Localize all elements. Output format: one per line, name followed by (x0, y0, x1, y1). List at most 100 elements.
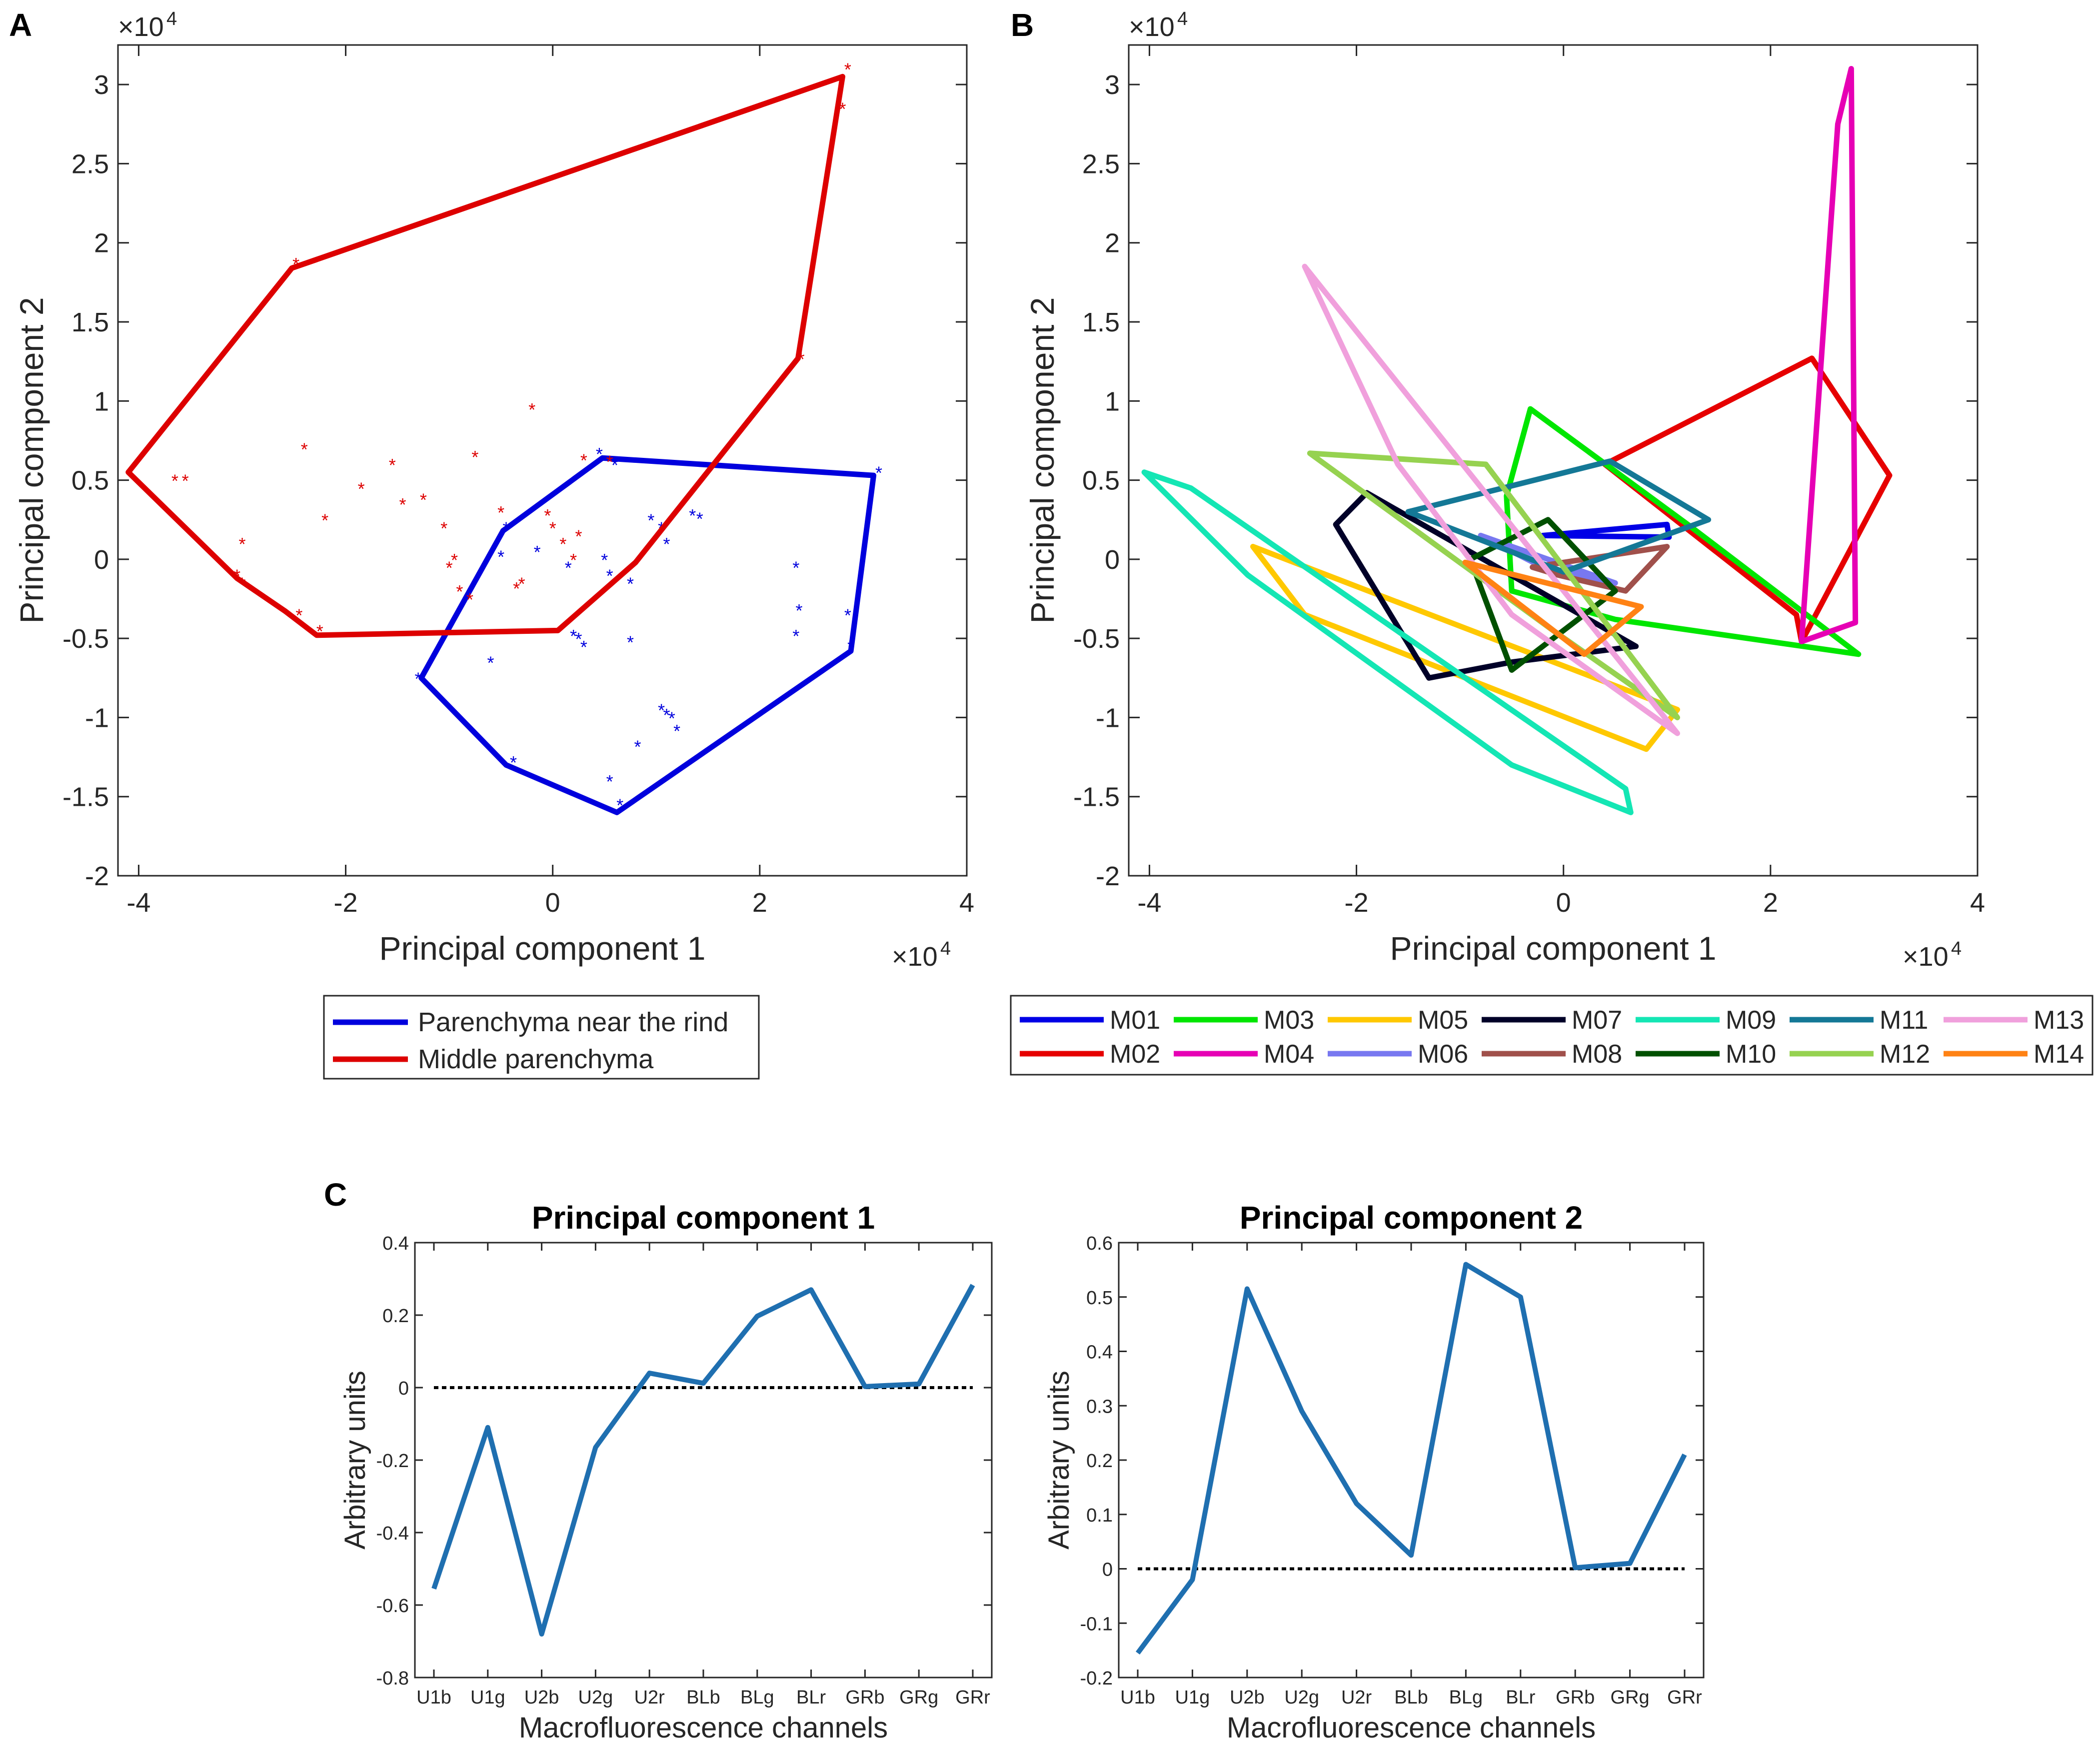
series-line-m05 (1250, 544, 1680, 752)
legend-panel-b: M01 M02 M03 M04 M05 M06 M07 M08 M09 M10 M11 M12 M13 M… (1010, 995, 2094, 1076)
y-tick-label-c1: 0 (398, 1378, 409, 1399)
x-tick-label-a: -4 (126, 888, 150, 918)
data-point-marker: * (647, 510, 654, 531)
chart-title-c1: Principal component 1 (532, 1200, 875, 1236)
legend-entry-m07: M07 (1572, 1006, 1622, 1035)
y-axis-label-c1: Arbitrary units (339, 1371, 371, 1550)
y-tick-label-a: -1.5 (62, 782, 109, 812)
series-line-m01 (1540, 521, 1672, 540)
x-tick-label-c1: BLb (686, 1687, 720, 1708)
data-point-marker: * (839, 99, 846, 119)
x-tick-label-b: 2 (1763, 888, 1778, 918)
x-tick-label-b: -4 (1137, 888, 1161, 918)
data-point-marker: * (440, 518, 447, 539)
data-point-marker: * (696, 509, 703, 529)
data-point-marker: * (689, 505, 696, 526)
data-point-marker: * (466, 589, 473, 610)
y-tick-label-c1: 0.2 (382, 1306, 409, 1327)
y-tick-label-b: 1.5 (1082, 307, 1120, 337)
legend-entry-m09: M09 (1726, 1006, 1776, 1035)
x-tick-label-c2: U1b (1120, 1687, 1155, 1708)
data-point-marker: * (668, 708, 675, 728)
data-point-marker: * (570, 626, 577, 646)
data-point-marker: * (792, 558, 799, 578)
y-tick-label-a: 2.5 (71, 149, 109, 179)
y-tick-label-b: 0 (1105, 545, 1120, 575)
x-tick-label-c2: BLr (1506, 1687, 1535, 1708)
data-point-marker: * (399, 494, 406, 515)
data-point-marker: * (316, 621, 323, 641)
data-point-marker: * (575, 526, 582, 546)
data-point-marker: * (559, 534, 566, 554)
y-tick-label-c2: 0.5 (1086, 1288, 1113, 1309)
series-line-m12 (1307, 450, 1680, 720)
y-tick-label-c2: 0 (1102, 1560, 1113, 1581)
data-point-marker: * (292, 254, 299, 274)
data-point-marker: * (792, 626, 799, 646)
x-tick-label-c2: GRb (1556, 1687, 1595, 1708)
y-tick-label-b: 3 (1105, 70, 1120, 100)
series-line-m09 (1141, 469, 1634, 815)
data-point-marker: * (238, 573, 245, 594)
y-tick-label-b: -0.5 (1073, 624, 1120, 654)
y-axis-label-a: Principal component 2 (13, 297, 50, 623)
data-point-marker: * (301, 439, 308, 459)
data-point-marker: * (844, 59, 851, 79)
data-point-marker: * (497, 502, 504, 523)
y-axis-label-b: Principal component 2 (1024, 297, 1061, 623)
y-scale-exponent-b: 4 (1177, 8, 1188, 29)
x-axis-label-c2: Macrofluorescence channels (1227, 1712, 1596, 1744)
y-tick-label-a: -2 (85, 861, 109, 891)
x-tick-label-c2: GRr (1667, 1687, 1702, 1708)
legend-entry: Middle parenchyma (418, 1044, 654, 1074)
data-point-marker: * (575, 629, 582, 649)
plot-area-a (117, 44, 968, 877)
legend-box-a (323, 995, 760, 1080)
x-axis-label-b: Principal component 1 (1390, 930, 1716, 967)
y-tick-label-c2: 0.4 (1086, 1342, 1113, 1363)
data-point-marker: * (847, 637, 854, 657)
x-tick-label-a: -2 (334, 888, 358, 918)
x-tick-label-c2: BLg (1449, 1687, 1483, 1708)
series-line-parenchyma-near-the-rind (418, 455, 877, 815)
y-tick-label-b: -1 (1096, 703, 1120, 733)
y-tick-label-a: -0.5 (62, 624, 109, 654)
data-point-marker: * (544, 505, 551, 526)
x-tick-label-c2: U2r (1341, 1687, 1372, 1708)
series-line-middle-parenchyma (125, 73, 846, 638)
legend-entry-m01: M01 (1110, 1006, 1160, 1035)
legend-entry-m14: M14 (2034, 1040, 2084, 1069)
data-point-marker: * (844, 605, 851, 626)
legend-entry-m06: M06 (1418, 1040, 1468, 1069)
y-scale-label-a: ×10 (118, 12, 164, 42)
data-point-marker: * (601, 550, 608, 570)
y-tick-label-c2: 0.3 (1086, 1396, 1113, 1417)
legend-entry-m08: M08 (1572, 1040, 1622, 1069)
data-point-marker: * (456, 581, 463, 602)
legend-entry-m12: M12 (1880, 1040, 1930, 1069)
data-point-marker: * (321, 510, 328, 531)
plot-area-c1 (414, 1242, 993, 1679)
x-tick-label-c1: U2b (524, 1687, 559, 1708)
y-tick-label-a: 1 (94, 386, 109, 416)
data-point-marker: * (295, 605, 302, 626)
data-point-marker: * (171, 471, 178, 491)
data-point-marker: * (616, 795, 623, 816)
y-tick-label-b: 0.5 (1082, 466, 1120, 496)
x-tick-label-c1: U1b (416, 1687, 451, 1708)
data-point-marker: * (518, 573, 525, 594)
x-tick-label-c2: BLb (1394, 1687, 1428, 1708)
series-line-m13 (1302, 263, 1680, 736)
x-tick-label-b: 0 (1556, 888, 1571, 918)
data-point-marker: * (510, 752, 517, 773)
plot-area-c2 (1118, 1242, 1705, 1679)
chart-title-c2: Principal component 2 (1240, 1200, 1583, 1236)
y-tick-label-b: 1 (1105, 386, 1120, 416)
y-tick-label-c1: -0.6 (376, 1596, 409, 1617)
x-tick-label-c1: U2g (578, 1687, 613, 1708)
x-tick-label-c1: U1g (470, 1687, 505, 1708)
y-tick-label-c1: 0.4 (382, 1233, 409, 1254)
panel-label-c: C (324, 1177, 347, 1213)
data-point-marker: * (389, 455, 396, 475)
legend-panel-a: Parenchyma near the rind Middle parenchym… (323, 995, 760, 1080)
